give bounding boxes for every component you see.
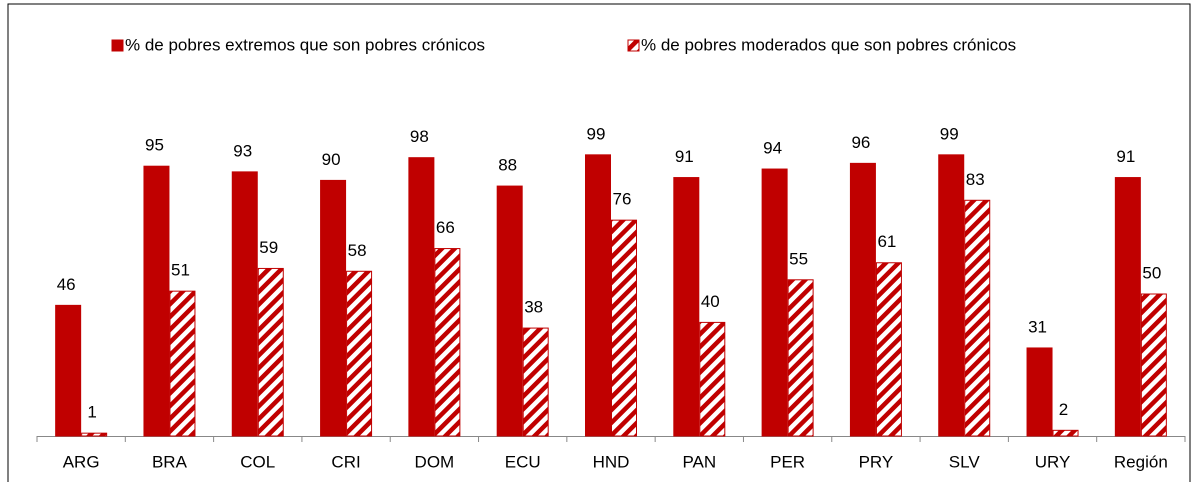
data-label: 61 xyxy=(877,232,896,251)
bar xyxy=(81,432,108,437)
data-label: 51 xyxy=(171,261,190,280)
legend-label: % de pobres moderados que son pobres cró… xyxy=(641,35,1016,54)
data-label: 46 xyxy=(57,275,76,294)
bar xyxy=(673,177,700,437)
data-label: 88 xyxy=(498,156,517,175)
bar xyxy=(1052,429,1079,437)
x-tick-label: DOM xyxy=(415,452,455,471)
data-label: 83 xyxy=(966,170,985,189)
legend-swatch xyxy=(627,39,640,52)
x-tick-label: URY xyxy=(1035,452,1071,471)
data-label: 98 xyxy=(410,127,429,146)
data-label: 38 xyxy=(524,298,543,317)
x-tick-label: PRY xyxy=(859,452,894,471)
data-label: 55 xyxy=(789,249,808,268)
data-label: 96 xyxy=(851,133,870,152)
data-label: 91 xyxy=(675,147,694,166)
x-tick-label: COL xyxy=(240,452,275,471)
x-tick-label: CRI xyxy=(331,452,360,471)
x-tick-label: PAN xyxy=(682,452,716,471)
bar xyxy=(320,179,347,437)
data-label: 76 xyxy=(613,190,632,209)
x-tick-label: ARG xyxy=(63,452,100,471)
data-label: 94 xyxy=(763,139,782,158)
data-label: 91 xyxy=(1116,147,1135,166)
bar xyxy=(585,154,611,437)
data-label: 40 xyxy=(701,292,720,311)
x-tick-label: SLV xyxy=(949,452,981,471)
bar xyxy=(787,279,814,437)
data-label: 99 xyxy=(940,124,959,143)
bar xyxy=(434,248,461,437)
data-label: 58 xyxy=(348,241,367,260)
bar xyxy=(143,165,170,437)
bar xyxy=(55,304,82,437)
bar xyxy=(875,262,902,437)
bar xyxy=(408,157,435,437)
bar xyxy=(1114,177,1141,437)
data-label: 99 xyxy=(587,124,606,143)
x-tick-label: Región xyxy=(1114,452,1168,471)
data-label: 2 xyxy=(1059,400,1068,419)
data-label: 90 xyxy=(322,150,341,169)
bar xyxy=(346,270,373,437)
bar xyxy=(964,199,991,437)
bar xyxy=(699,321,726,437)
x-tick-label: HND xyxy=(593,452,630,471)
data-label: 31 xyxy=(1028,317,1047,336)
legend-label: % de pobres extremos que son pobres crón… xyxy=(125,35,485,54)
bar xyxy=(257,267,284,437)
bar xyxy=(522,327,549,437)
bar xyxy=(496,185,523,437)
bar xyxy=(761,168,788,437)
data-label: 95 xyxy=(145,136,164,155)
bar xyxy=(611,219,637,437)
frame xyxy=(7,3,1191,482)
x-tick-label: BRA xyxy=(152,452,188,471)
data-label: 93 xyxy=(233,141,252,160)
bar xyxy=(169,290,196,437)
x-tick-label: ECU xyxy=(505,452,541,471)
data-label: 59 xyxy=(259,238,278,257)
x-tick-label: PER xyxy=(770,452,805,471)
bar xyxy=(849,162,876,437)
data-label: 1 xyxy=(87,403,96,422)
bar xyxy=(231,171,258,437)
legend-swatch xyxy=(111,39,124,52)
bar xyxy=(1026,347,1053,437)
data-label: 66 xyxy=(436,218,455,237)
bar xyxy=(938,154,965,437)
bar xyxy=(1140,293,1167,437)
data-label: 50 xyxy=(1142,263,1161,282)
